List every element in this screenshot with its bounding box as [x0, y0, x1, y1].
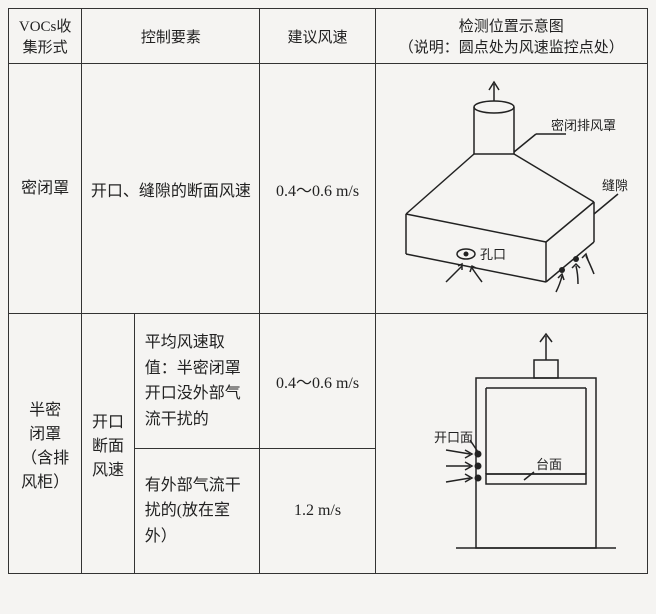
- speed-2b-text: 1.2 m/s: [294, 502, 341, 519]
- form-2-l2: 闭罩: [13, 420, 77, 444]
- row-semi-1: 半密 闭罩 （含排 风柜） 开口 断面 风速 平均风速取值：半密闭罩开口没外部气…: [9, 314, 648, 449]
- header-diagram-l2: （说明：圆点处为风速监控点处）: [380, 36, 643, 57]
- desc-2b-text: 有外部气流干扰的(放在室外）: [145, 477, 241, 545]
- cell-speed-1: 0.4～0.6 m/s: [260, 64, 375, 314]
- control-2-l3: 风速: [86, 456, 129, 480]
- diagram-sealed-hood: 孔口 密闭排风罩 缝隙: [386, 74, 636, 304]
- row-sealed-hood: 密闭罩 开口、缝隙的断面风速 0.4～0.6 m/s: [9, 64, 648, 314]
- cell-control-1: 开口、缝隙的断面风速: [82, 64, 260, 314]
- speed-2a-text: 0.4～0.6 m/s: [276, 375, 359, 392]
- cell-control-2: 开口 断面 风速: [82, 314, 134, 574]
- cell-diagram-2: 台面 开口面: [375, 314, 647, 574]
- form-1-text: 密闭罩: [21, 180, 69, 197]
- header-row: VOCs收集形式 控制要素 建议风速 检测位置示意图 （说明：圆点处为风速监控点…: [9, 9, 648, 64]
- label-opening: 开口面: [434, 430, 473, 445]
- header-diagram-l1: 检测位置示意图: [380, 15, 643, 36]
- header-speed-text: 建议风速: [287, 30, 347, 46]
- diagram-semi-hood: 台面 开口面: [386, 324, 636, 564]
- cell-form-2: 半密 闭罩 （含排 风柜）: [9, 314, 82, 574]
- label-gap: 缝隙: [602, 178, 628, 193]
- vocs-table: VOCs收集形式 控制要素 建议风速 检测位置示意图 （说明：圆点处为风速监控点…: [8, 8, 648, 574]
- header-control: 控制要素: [82, 9, 260, 64]
- header-speed: 建议风速: [260, 9, 375, 64]
- desc-2a-text: 平均风速取值：半密闭罩开口没外部气流干扰的: [145, 334, 241, 428]
- header-form-text: VOCs收集形式: [19, 19, 72, 56]
- cell-speed-2b: 1.2 m/s: [260, 449, 375, 574]
- cell-desc-2b: 有外部气流干扰的(放在室外）: [134, 449, 260, 574]
- cell-form-1: 密闭罩: [9, 64, 82, 314]
- cell-diagram-1: 孔口 密闭排风罩 缝隙: [375, 64, 647, 314]
- control-2-l1: 开口: [86, 408, 129, 432]
- form-2-l1: 半密: [13, 396, 77, 420]
- label-hood: 密闭排风罩: [551, 118, 616, 133]
- control-2-l2: 断面: [86, 432, 129, 456]
- header-form: VOCs收集形式: [9, 9, 82, 64]
- control-1-text: 开口、缝隙的断面风速: [91, 183, 251, 200]
- header-control-text: 控制要素: [141, 30, 201, 46]
- form-2-l3: （含排: [13, 444, 77, 468]
- label-table: 台面: [536, 457, 562, 472]
- cell-desc-2a: 平均风速取值：半密闭罩开口没外部气流干扰的: [134, 314, 260, 449]
- label-hole: 孔口: [480, 247, 506, 262]
- form-2-l4: 风柜）: [13, 468, 77, 492]
- cell-speed-2a: 0.4～0.6 m/s: [260, 314, 375, 449]
- header-diagram: 检测位置示意图 （说明：圆点处为风速监控点处）: [375, 9, 647, 64]
- speed-1-text: 0.4～0.6 m/s: [276, 183, 359, 200]
